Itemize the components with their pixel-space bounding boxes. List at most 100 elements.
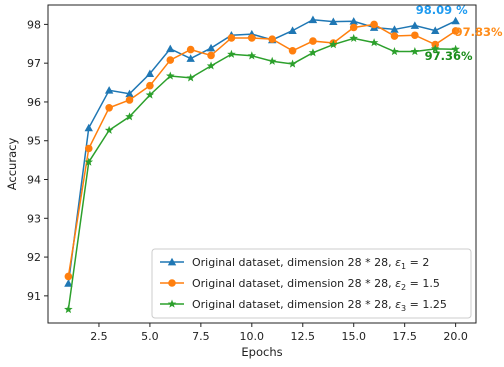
series-1-point: [206, 43, 216, 52]
legend-marker: [167, 299, 177, 308]
end-value-labels: 98.09 % 97.83% 97.36%: [416, 3, 503, 63]
y-axis-label: Accuracy: [5, 138, 19, 191]
series-3-point: [247, 51, 257, 60]
legend-label-text: Original dataset, dimension 28 * 28,: [192, 298, 395, 311]
series-1-point: [186, 54, 195, 62]
legend-item-2: Original dataset, dimension 28 * 28, ε2 …: [160, 277, 440, 292]
series-1-point: [84, 123, 93, 132]
legend-label-subscript: 3: [401, 304, 406, 313]
x-tick-label: 15.0: [341, 330, 366, 343]
series-3-point: [390, 47, 399, 56]
series-2-point: [125, 96, 134, 104]
series-2-point: [411, 31, 419, 40]
legend-label-epsilon: ε: [395, 298, 401, 311]
x-tick-label: 12.5: [291, 330, 316, 343]
legend-item-1: Original dataset, dimension 28 * 28, ε1 …: [160, 256, 429, 271]
series-2-line: [67, 23, 457, 277]
series-layer: [64, 15, 460, 314]
x-tick-label: 5.0: [141, 330, 159, 343]
legend-label: Original dataset, dimension 28 * 28, ε3 …: [192, 298, 447, 313]
series-1-line: [67, 18, 456, 284]
series-2-point: [309, 37, 317, 45]
series-2: [64, 20, 460, 281]
series-1-point: [308, 15, 318, 24]
legend-label-epsilon: ε: [395, 256, 401, 269]
series-2-point: [105, 103, 113, 112]
series-2-point: [84, 144, 93, 153]
y-tick-label: 95: [27, 135, 41, 148]
x-axis-ticks: 2.5 5.0 7.5 10.0 12.5 15.0 17.5 20.0: [90, 323, 468, 343]
series-3-point: [104, 125, 114, 134]
legend-label-text: Original dataset, dimension 28 * 28,: [192, 256, 395, 269]
series-2-point: [186, 45, 195, 54]
series-3-point: [369, 38, 379, 47]
series-2-point: [207, 51, 215, 60]
legend-box: [151, 248, 472, 319]
legend-label-value: = 2: [406, 256, 429, 269]
legend-label: Original dataset, dimension 28 * 28, ε1 …: [192, 256, 429, 271]
series-2-point: [166, 56, 175, 64]
series-1: [64, 15, 460, 287]
y-axis-ticks: 91 92 93 94 95 96 97 98: [27, 18, 48, 303]
y-tick-label: 98: [27, 18, 41, 31]
series-2-point: [288, 46, 297, 55]
series-2-point: [146, 81, 154, 90]
series-3-point: [64, 304, 73, 314]
legend-label-text: Original dataset, dimension 28 * 28,: [192, 277, 395, 290]
series-1-point: [390, 25, 399, 33]
series-2-point: [390, 32, 399, 40]
series-3-point: [451, 44, 460, 53]
series-3-point: [186, 73, 195, 82]
series-2-point: [248, 34, 256, 42]
legend-marker: [167, 257, 177, 266]
x-tick-label: 2.5: [90, 330, 108, 343]
series-2-point: [451, 27, 460, 35]
series-1-point: [145, 69, 155, 78]
plot-frame: [47, 4, 477, 324]
x-axis-label: Epochs: [241, 345, 282, 359]
series-2-point: [268, 35, 276, 43]
series-1-point: [288, 26, 297, 34]
legend-label-subscript: 1: [401, 262, 406, 271]
series-1-point: [431, 26, 440, 34]
legend: Original dataset, dimension 28 * 28, ε1 …: [151, 248, 472, 319]
legend-label-value: = 1.5: [406, 277, 440, 290]
y-tick-label: 93: [27, 212, 41, 225]
end-value-label: 97.83%: [455, 25, 503, 39]
series-1-point: [64, 279, 73, 287]
series-1-point: [329, 17, 338, 26]
series-3-line: [67, 37, 456, 310]
y-tick-label: 94: [27, 174, 41, 187]
series-1-point: [166, 44, 175, 53]
series-2-point: [64, 272, 73, 281]
end-value-label: 97.36%: [425, 49, 473, 63]
series-2-point: [227, 34, 236, 42]
series-3-point: [308, 48, 318, 57]
x-tick-label: 10.0: [240, 330, 265, 343]
legend-item-3: Original dataset, dimension 28 * 28, ε3 …: [160, 298, 447, 313]
series-2-point: [370, 20, 378, 29]
series-3-point: [125, 112, 134, 121]
series-3-point: [430, 44, 440, 53]
legend-label-value: = 1.25: [406, 298, 447, 311]
y-tick-label: 92: [27, 251, 41, 264]
series-3-point: [349, 33, 358, 42]
series-3-point: [410, 47, 420, 56]
series-3-point: [288, 59, 297, 68]
series-1-point: [125, 89, 134, 98]
series-3-point: [267, 56, 277, 65]
x-tick-label: 17.5: [392, 330, 417, 343]
y-tick-label: 91: [27, 290, 41, 303]
legend-label-subscript: 2: [401, 283, 406, 292]
series-1-point: [451, 16, 460, 25]
series-1-point: [349, 17, 358, 25]
series-3: [64, 33, 460, 314]
series-1-point: [104, 86, 114, 94]
series-2-point: [349, 23, 358, 32]
legend-label: Original dataset, dimension 28 * 28, ε2 …: [192, 277, 440, 292]
series-3-point: [329, 40, 338, 49]
x-tick-label: 7.5: [192, 330, 210, 343]
legend-marker: [168, 279, 176, 287]
x-tick-label: 20.0: [443, 330, 468, 343]
